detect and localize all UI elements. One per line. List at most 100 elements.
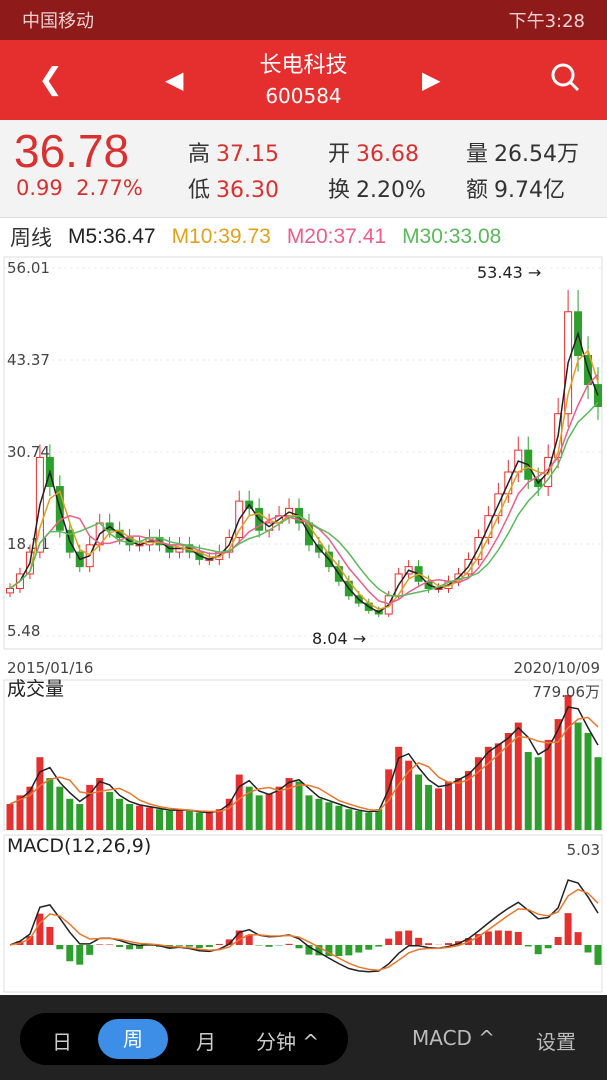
volume-bar	[315, 798, 323, 830]
carrier: 中国移动	[22, 11, 94, 32]
macd-bar	[494, 930, 502, 945]
volume-bar	[345, 809, 353, 830]
volume-panel-frame	[3, 679, 603, 831]
macd-bar	[504, 930, 512, 945]
volume-bar	[215, 809, 223, 830]
volume-ma10-line	[9, 716, 599, 813]
volume-bar	[6, 804, 14, 830]
volume-bar	[265, 793, 273, 830]
macd-bar	[594, 945, 602, 965]
app-header: ❮ ◀ 长电科技 600584 ▶	[0, 40, 607, 120]
ma10-line	[9, 349, 599, 610]
volume-bar	[594, 757, 602, 830]
volume-bar	[395, 746, 403, 830]
macd-bar	[345, 945, 353, 956]
settings-button[interactable]: 设置	[536, 1030, 576, 1054]
macd-bar	[574, 932, 582, 945]
macd-bar	[315, 945, 323, 956]
low: 低 36.30	[188, 178, 279, 203]
tab-month[interactable]: 月	[196, 1030, 216, 1054]
macd-bar	[534, 945, 542, 955]
volume-bar	[96, 778, 104, 830]
macd-bar	[584, 945, 592, 953]
macd-bar	[295, 945, 303, 949]
y-tick-label: 30.74	[7, 443, 50, 461]
macd-bar	[76, 945, 84, 965]
volume-bar	[574, 722, 582, 830]
x-end-label: 2020/10/09	[514, 659, 600, 677]
macd-bar	[66, 945, 74, 962]
volume-bar	[305, 795, 313, 830]
tab-week[interactable]: 周	[98, 1019, 168, 1059]
macd-dea-line	[9, 888, 599, 971]
amount: 额 9.74亿	[466, 178, 566, 203]
macd-bar	[235, 930, 243, 945]
stock-name: 长电科技	[259, 53, 348, 78]
x-start-label: 2015/01/16	[7, 659, 93, 677]
open: 开 36.68	[328, 142, 419, 167]
volume-bar	[155, 809, 163, 830]
macd-bar	[514, 931, 522, 945]
price-panel-frame	[3, 256, 603, 650]
macd-bar	[484, 931, 492, 945]
macd-bar	[86, 945, 94, 955]
macd-bar	[395, 931, 403, 945]
volume-bar	[524, 752, 532, 830]
macd-bar	[185, 945, 193, 947]
volume-bar	[46, 778, 54, 830]
macd-bar	[255, 945, 263, 946]
macd-dif-line	[9, 879, 599, 973]
ma5: M5:36.47	[68, 225, 156, 248]
macd-bar	[265, 945, 273, 947]
macd-bar	[474, 934, 482, 945]
macd-bar	[355, 945, 363, 953]
volume-bar	[514, 722, 522, 830]
indicator-selector[interactable]: MACD ^	[412, 1026, 496, 1050]
volume-bar	[205, 812, 213, 830]
macd-bar	[554, 936, 562, 945]
macd-bar	[126, 945, 134, 950]
next-stock-icon[interactable]: ▶	[422, 66, 441, 94]
ma-legend: 周线 M5:36.47 M10:39.73 M20:37.41 M30:33.0…	[0, 218, 607, 256]
back-icon[interactable]: ❮	[38, 62, 64, 97]
volume-bar	[185, 810, 193, 830]
prev-stock-icon[interactable]: ◀	[165, 66, 184, 94]
high: 高 37.15	[188, 142, 279, 167]
candle	[6, 588, 14, 594]
volume-bar	[335, 805, 343, 830]
volume-bar	[544, 739, 552, 830]
tab-minute[interactable]: 分钟 ^	[256, 1030, 320, 1054]
volume-bar	[195, 812, 203, 830]
volume-bar	[355, 810, 363, 830]
status-bar: 中国移动 下午3:28	[0, 0, 607, 40]
volume-bar	[275, 786, 283, 830]
ma30: M30:33.08	[402, 225, 502, 248]
macd-bar	[36, 913, 44, 945]
y-tick-label: 5.48	[7, 622, 40, 640]
macd-bar	[195, 945, 203, 948]
search-icon[interactable]	[550, 62, 580, 101]
volume-bar	[76, 804, 84, 830]
volume-bar	[225, 798, 233, 830]
ma20-line	[9, 373, 599, 605]
macd-bar	[415, 937, 423, 945]
volume-bar	[146, 807, 154, 830]
macd-bar	[116, 945, 124, 948]
macd-bar	[225, 939, 233, 945]
volume-bar	[136, 805, 144, 830]
tab-day[interactable]: 日	[52, 1030, 72, 1054]
volume-bar	[504, 732, 512, 830]
volume-bar	[56, 786, 64, 830]
macd-bar	[215, 943, 223, 945]
y-tick-label: 43.37	[7, 351, 50, 369]
macd-bar	[175, 945, 183, 946]
macd-bar	[46, 926, 54, 945]
stock-code: 600584	[265, 84, 342, 108]
volume: 量 26.54万	[466, 142, 579, 167]
min-price-label: 8.04 →	[312, 629, 366, 648]
macd-bar	[385, 938, 393, 945]
volume-bar	[255, 795, 263, 830]
volume-bar	[415, 774, 423, 830]
ma20: M20:37.41	[286, 225, 387, 248]
